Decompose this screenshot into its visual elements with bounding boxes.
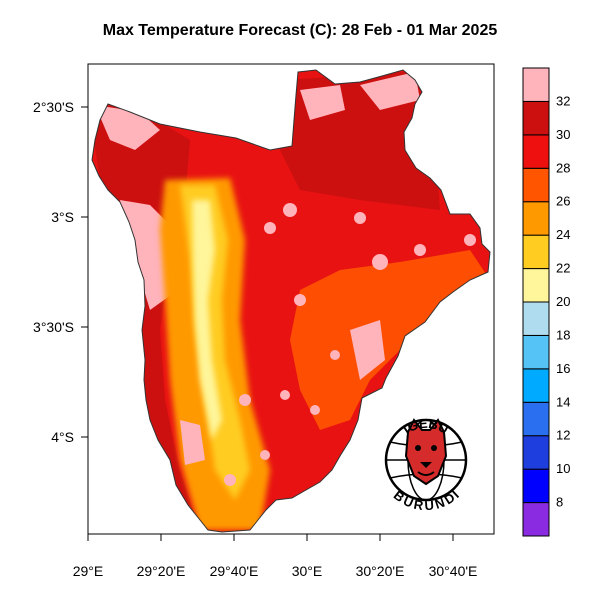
colorbar-label: 16 bbox=[556, 361, 570, 376]
lat-tick-label: 3°S bbox=[51, 209, 74, 225]
lon-tick-label: 30°E bbox=[292, 563, 323, 579]
colorbar-swatch bbox=[522, 167, 550, 203]
colorbar-label: 12 bbox=[556, 428, 570, 443]
chart-title: Max Temperature Forecast (C): 28 Feb - 0… bbox=[102, 22, 498, 39]
igebu-logo: IGEBU BURUNDI bbox=[384, 416, 468, 513]
colorbar-swatch bbox=[522, 368, 550, 403]
axis-ticks bbox=[81, 106, 454, 541]
logo-top-text: IGEBU bbox=[400, 416, 451, 437]
colorbar-label: 8 bbox=[556, 495, 563, 510]
country-boundary bbox=[91, 69, 491, 533]
lon-tick-label: 30°20'E bbox=[356, 563, 405, 579]
colorbar-swatch bbox=[522, 100, 550, 136]
colorbar-swatch bbox=[522, 468, 550, 504]
colorbar-swatch bbox=[522, 301, 550, 336]
colorbar-label: 28 bbox=[556, 160, 570, 175]
colorbar-swatch bbox=[522, 435, 550, 470]
lat-tick-label: 2°30'S bbox=[33, 99, 74, 115]
colorbar-label: 10 bbox=[556, 461, 570, 476]
lon-tick-label: 29°40'E bbox=[210, 563, 259, 579]
colorbar-swatch bbox=[522, 268, 550, 303]
colorbar-label: 22 bbox=[556, 261, 570, 276]
colorbar: 8 10 12 14 16 18 20 22 24 26 28 30 32 bbox=[522, 67, 570, 537]
colorbar-swatch bbox=[522, 134, 550, 169]
colorbar-label: 18 bbox=[556, 327, 570, 342]
colorbar-label: 30 bbox=[556, 127, 570, 142]
colorbar-label: 14 bbox=[556, 394, 570, 409]
lon-tick-label: 29°E bbox=[73, 563, 104, 579]
lat-tick-label: 3°30'S bbox=[33, 319, 74, 335]
logo-top-text-path: IGEBU bbox=[400, 416, 451, 437]
colorbar-swatch bbox=[522, 201, 550, 236]
leopard-head-icon bbox=[404, 418, 448, 486]
colorbar-label: 26 bbox=[556, 194, 570, 209]
colorbar-label: 20 bbox=[556, 294, 570, 309]
colorbar-swatch bbox=[522, 67, 550, 102]
colorbar-swatch bbox=[522, 334, 550, 370]
lon-tick-label: 29°20'E bbox=[137, 563, 186, 579]
lat-tick-label: 4°S bbox=[51, 429, 74, 445]
colorbar-swatch bbox=[522, 502, 550, 537]
colorbar-label: 32 bbox=[556, 93, 570, 108]
lon-tick-label: 30°40'E bbox=[429, 563, 478, 579]
colorbar-swatch bbox=[522, 234, 550, 270]
colorbar-label: 24 bbox=[556, 227, 570, 242]
colorbar-swatch bbox=[522, 401, 550, 437]
